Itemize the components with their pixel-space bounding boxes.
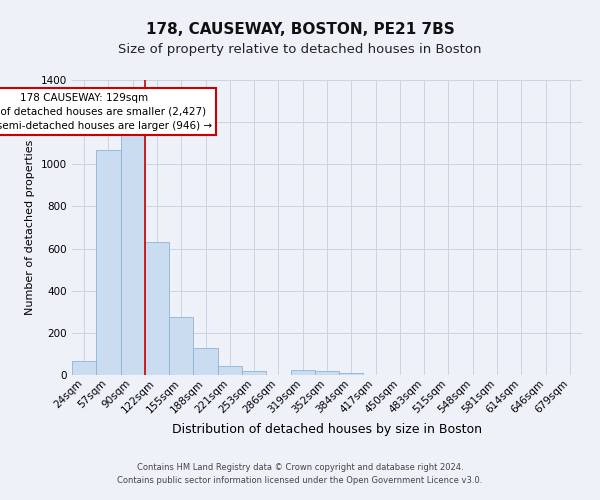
Bar [145,242,169,375]
Bar [96,150,121,375]
Bar [290,370,315,375]
Bar [169,317,193,375]
Bar [72,362,96,375]
Text: Contains HM Land Registry data © Crown copyright and database right 2024.
Contai: Contains HM Land Registry data © Crown c… [118,464,482,485]
Bar [121,130,145,375]
Text: Size of property relative to detached houses in Boston: Size of property relative to detached ho… [118,42,482,56]
Text: 178, CAUSEWAY, BOSTON, PE21 7BS: 178, CAUSEWAY, BOSTON, PE21 7BS [146,22,454,38]
Bar [242,371,266,375]
Bar [315,371,339,375]
Bar [218,366,242,375]
X-axis label: Distribution of detached houses by size in Boston: Distribution of detached houses by size … [172,423,482,436]
Bar [193,348,218,375]
Bar [339,374,364,375]
Y-axis label: Number of detached properties: Number of detached properties [25,140,35,315]
Text: 178 CAUSEWAY: 129sqm
← 72% of detached houses are smaller (2,427)
28% of semi-de: 178 CAUSEWAY: 129sqm ← 72% of detached h… [0,92,212,130]
